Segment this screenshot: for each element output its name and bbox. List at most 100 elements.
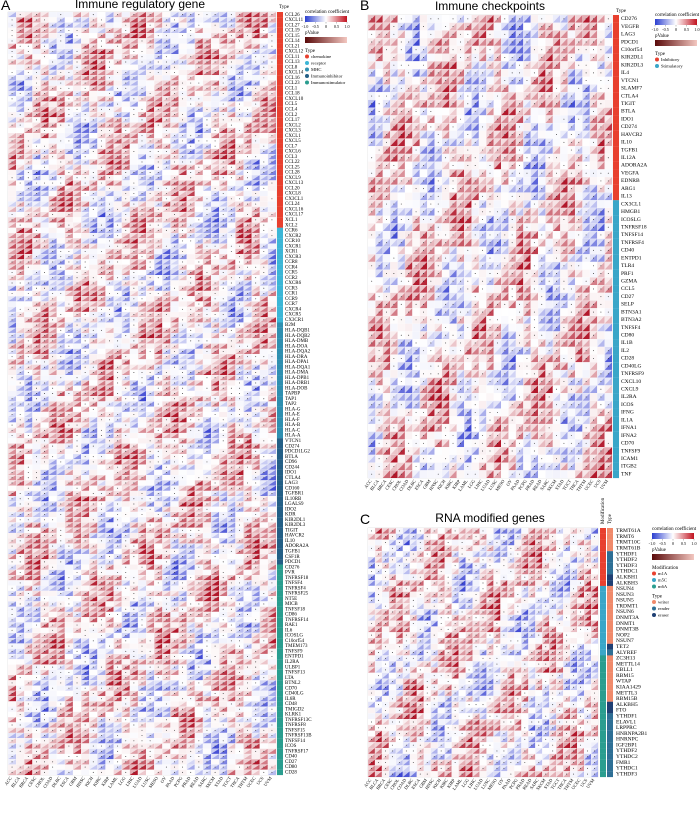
cell <box>114 317 122 322</box>
significance-dot <box>215 319 216 320</box>
cell <box>32 49 40 54</box>
significance-dot <box>215 314 216 315</box>
cell <box>49 159 57 164</box>
significance-dot <box>182 162 183 163</box>
significance-dot <box>166 219 167 220</box>
significance-dot <box>44 125 45 126</box>
significance-dot <box>77 325 78 326</box>
significance-dot <box>239 14 240 15</box>
significance-dot <box>198 109 199 110</box>
significance-dot <box>44 156 45 157</box>
significance-dot <box>215 188 216 189</box>
significance-dot <box>247 309 248 310</box>
significance-dot <box>182 156 183 157</box>
significance-dot <box>190 335 191 336</box>
significance-dot <box>166 40 167 41</box>
significance-dot <box>239 277 240 278</box>
significance-dot <box>215 151 216 152</box>
significance-dot <box>207 240 208 241</box>
significance-dot <box>93 219 94 220</box>
significance-dot <box>20 83 21 84</box>
cell <box>81 38 89 43</box>
significance-dot <box>166 151 167 152</box>
cell <box>97 333 105 338</box>
significance-dot <box>166 293 167 294</box>
significance-dot <box>166 46 167 47</box>
significance-dot <box>125 119 126 120</box>
significance-dot <box>77 109 78 110</box>
cell <box>81 233 89 238</box>
significance-dot <box>182 183 183 184</box>
significance-dot <box>12 140 13 141</box>
significance-dot <box>85 51 86 52</box>
significance-dot <box>28 51 29 52</box>
significance-dot <box>77 246 78 247</box>
significance-dot <box>231 19 232 20</box>
significance-dot <box>101 46 102 47</box>
significance-dot <box>174 30 175 31</box>
significance-dot <box>60 225 61 226</box>
significance-dot <box>36 35 37 36</box>
significance-dot <box>174 356 175 357</box>
significance-dot <box>263 109 264 110</box>
significance-dot <box>223 193 224 194</box>
significance-dot <box>255 240 256 241</box>
cell <box>8 228 16 233</box>
significance-dot <box>271 119 272 120</box>
cell <box>122 65 130 70</box>
significance-dot <box>263 151 264 152</box>
cell <box>260 80 268 85</box>
significance-dot <box>117 172 118 173</box>
cell <box>81 196 89 201</box>
significance-dot <box>85 119 86 120</box>
cell <box>130 117 138 122</box>
significance-dot <box>125 277 126 278</box>
significance-dot <box>271 72 272 73</box>
cell <box>122 107 130 112</box>
significance-dot <box>85 56 86 57</box>
cell <box>219 259 227 264</box>
significance-dot <box>101 35 102 36</box>
significance-dot <box>223 109 224 110</box>
significance-dot <box>77 140 78 141</box>
significance-dot <box>142 51 143 52</box>
significance-dot <box>28 361 29 362</box>
significance-dot <box>182 235 183 236</box>
significance-dot <box>255 156 256 157</box>
significance-dot <box>52 183 53 184</box>
significance-dot <box>77 319 78 320</box>
significance-dot <box>207 261 208 262</box>
significance-dot <box>166 288 167 289</box>
cell <box>105 333 113 338</box>
significance-dot <box>68 62 69 63</box>
cell <box>211 180 219 185</box>
cell <box>122 249 130 254</box>
significance-dot <box>85 183 86 184</box>
cell <box>73 86 81 91</box>
cell <box>81 144 89 149</box>
significance-dot <box>166 204 167 205</box>
significance-dot <box>85 162 86 163</box>
significance-dot <box>239 325 240 326</box>
cell <box>89 249 97 254</box>
cell <box>65 144 73 149</box>
significance-dot <box>133 14 134 15</box>
significance-dot <box>142 304 143 305</box>
significance-dot <box>231 314 232 315</box>
significance-dot <box>101 140 102 141</box>
significance-dot <box>52 88 53 89</box>
significance-dot <box>215 51 216 52</box>
significance-dot <box>174 351 175 352</box>
significance-dot <box>68 209 69 210</box>
significance-dot <box>247 72 248 73</box>
significance-dot <box>28 240 29 241</box>
significance-dot <box>12 77 13 78</box>
significance-dot <box>85 67 86 68</box>
cell <box>170 128 178 133</box>
significance-dot <box>44 135 45 136</box>
significance-dot <box>166 72 167 73</box>
significance-dot <box>36 240 37 241</box>
significance-dot <box>20 288 21 289</box>
significance-dot <box>223 304 224 305</box>
cell <box>162 365 170 370</box>
